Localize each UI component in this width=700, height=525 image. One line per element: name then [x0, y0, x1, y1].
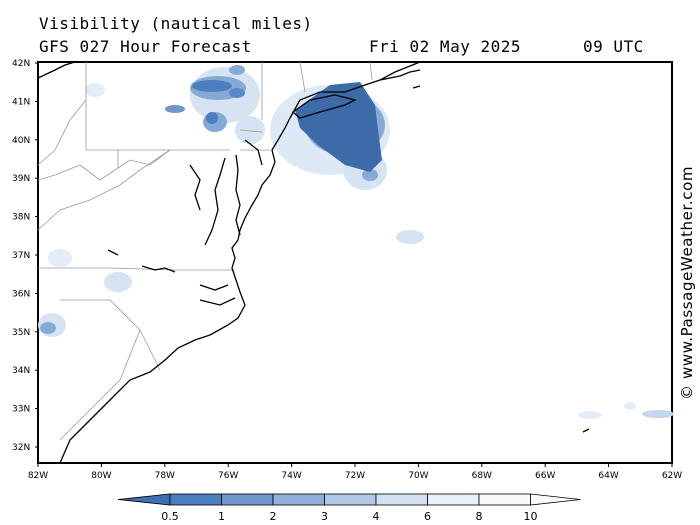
lon-tick-label: 66W — [535, 471, 555, 481]
lat-tick-label: 34N — [12, 366, 30, 376]
lat-tick-label: 42N — [12, 59, 30, 69]
legend-label: 2 — [270, 510, 277, 523]
legend-swatch — [427, 493, 480, 506]
legend-swatch — [169, 493, 222, 506]
lat-axis: 42N 41N 40N 39N 38N 37N 36N 35N 34N 33N 32N — [12, 59, 38, 453]
legend-arrow-right — [530, 493, 581, 506]
legend-label: 8 — [476, 510, 483, 523]
lat-tick-label: 40N — [12, 136, 30, 146]
legend-label: 6 — [424, 510, 431, 523]
forecast-model-label: GFS 027 Hour Forecast — [39, 37, 252, 56]
forecast-date: Fri 02 May 2025 — [369, 37, 521, 56]
lon-tick-label: 70W — [408, 471, 428, 481]
legend-arrow-left — [117, 493, 171, 506]
legend-swatch — [478, 493, 531, 506]
legend-label: 4 — [373, 510, 380, 523]
state-boundaries — [37, 61, 373, 441]
lon-tick-label: 68W — [472, 471, 492, 481]
lon-tick-label: 82W — [28, 471, 48, 481]
chart-title: Visibility (nautical miles) — [39, 14, 313, 33]
lon-tick-label: 78W — [155, 471, 175, 481]
lon-tick-label: 74W — [281, 471, 301, 481]
lat-tick-label: 37N — [12, 251, 30, 261]
lat-tick-label: 32N — [12, 443, 30, 453]
legend-label: 3 — [321, 510, 328, 523]
legend-swatch — [324, 493, 377, 506]
lat-tick-label: 39N — [12, 174, 30, 184]
lon-tick-label: 72W — [345, 471, 365, 481]
lon-tick-label: 64W — [598, 471, 618, 481]
lon-axis: 82W 80W 78W 76W 74W 72W 70W 68W 66W 64W 62W — [28, 463, 682, 481]
legend-label: 10 — [524, 510, 538, 523]
fog-areas — [38, 65, 674, 419]
legend-swatch — [375, 493, 428, 506]
lat-tick-label: 36N — [12, 289, 30, 299]
lat-tick-label: 33N — [12, 405, 30, 415]
lon-tick-label: 76W — [218, 471, 238, 481]
legend-swatch — [272, 493, 325, 506]
forecast-hour: 09 UTC — [583, 37, 644, 56]
legend-bar: 0.5 1 2 3 4 6 8 10 — [117, 493, 581, 523]
lat-tick-label: 41N — [12, 97, 30, 107]
lon-tick-label: 62W — [662, 471, 682, 481]
legend-swatch — [221, 493, 274, 506]
legend-label: 0.5 — [161, 510, 179, 523]
copyright-notice: © www.PassageWeather.com — [678, 165, 696, 400]
lat-tick-label: 35N — [12, 328, 30, 338]
coastline — [37, 61, 590, 464]
lat-tick-label: 38N — [12, 213, 30, 223]
lon-tick-label: 80W — [91, 471, 111, 481]
legend-label: 1 — [218, 510, 225, 523]
